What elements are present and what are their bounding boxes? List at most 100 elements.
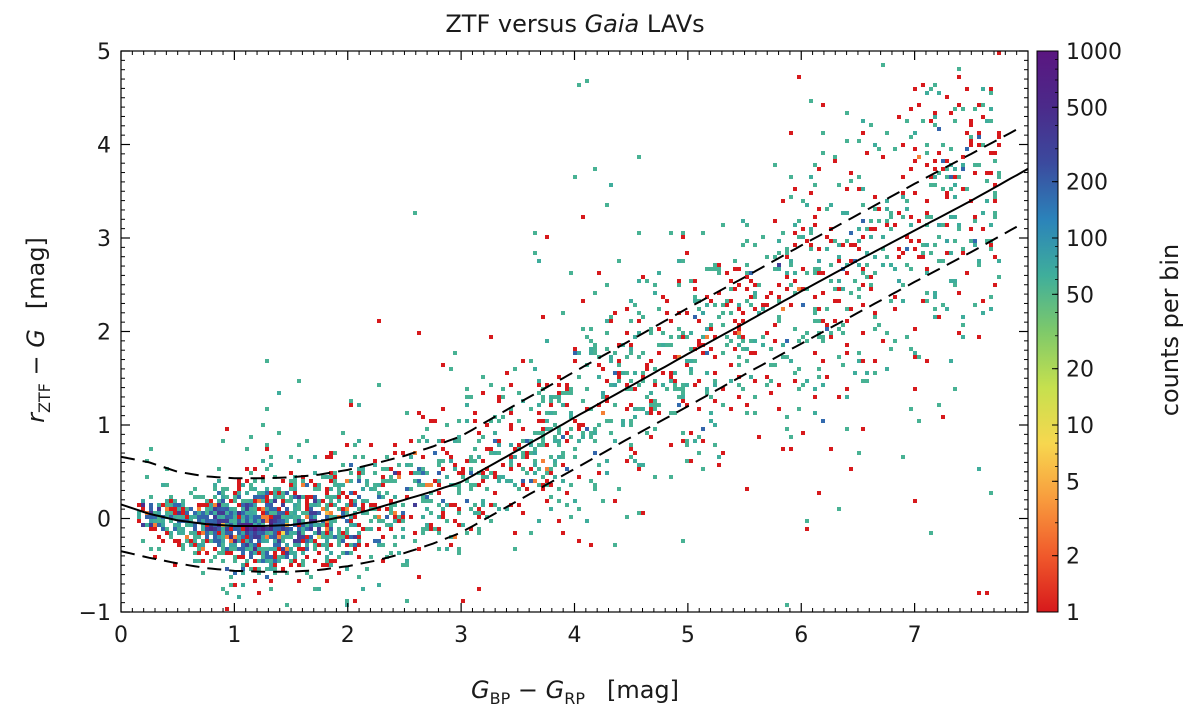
heatmap-cell (633, 371, 637, 375)
title-suffix: LAVs (639, 10, 704, 38)
heatmap-cell (945, 223, 949, 227)
heatmap-cell (997, 175, 1001, 179)
heatmap-cell (221, 499, 225, 503)
heatmap-cell (181, 515, 185, 519)
heatmap-cell (825, 207, 829, 211)
heatmap-cell (169, 507, 173, 511)
heatmap-cell (745, 299, 749, 303)
heatmap-cell (293, 507, 297, 511)
heatmap-cell (457, 419, 461, 423)
heatmap-cell (269, 555, 273, 559)
heatmap-cell (269, 535, 273, 539)
heatmap-cell (557, 499, 561, 503)
heatmap-cell (205, 507, 209, 511)
heatmap-cell (325, 555, 329, 559)
heatmap-cell (181, 547, 185, 551)
heatmap-cell (869, 123, 873, 127)
heatmap-cell (905, 199, 909, 203)
heatmap-cell (933, 167, 937, 171)
heatmap-cell (197, 535, 201, 539)
heatmap-cell (581, 399, 585, 403)
heatmap-cell (745, 487, 749, 491)
heatmap-cell (545, 383, 549, 387)
heatmap-cell (777, 319, 781, 323)
heatmap-cell (997, 171, 1001, 175)
heatmap-cell (345, 527, 349, 531)
heatmap-cell (577, 475, 581, 479)
heatmap-cell (573, 499, 577, 503)
heatmap-cell (477, 431, 481, 435)
heatmap-cell (525, 471, 529, 475)
heatmap-cell (465, 419, 469, 423)
heatmap-cell (757, 311, 761, 315)
heatmap-cell (985, 199, 989, 203)
heatmap-cell (973, 219, 977, 223)
heatmap-cell (321, 543, 325, 547)
heatmap-cell (181, 543, 185, 547)
heatmap-cell (969, 123, 973, 127)
heatmap-cell (329, 475, 333, 479)
heatmap-cell (797, 287, 801, 291)
heatmap-cell (353, 547, 357, 551)
heatmap-cell (489, 471, 493, 475)
heatmap-cell (721, 451, 725, 455)
heatmap-cell (961, 107, 965, 111)
heatmap-cell (349, 519, 353, 523)
heatmap-cell (425, 483, 429, 487)
heatmap-cell (885, 255, 889, 259)
heatmap-cell (289, 487, 293, 491)
heatmap-cell (709, 347, 713, 351)
heatmap-cell (565, 391, 569, 395)
y-title-sub1: ZTF (35, 383, 54, 413)
heatmap-cell (973, 163, 977, 167)
heatmap-cell (597, 375, 601, 379)
heatmap-cell (193, 515, 197, 519)
heatmap-cell (237, 495, 241, 499)
heatmap-cell (209, 539, 213, 543)
heatmap-cell (813, 351, 817, 355)
heatmap-cell (697, 435, 701, 439)
heatmap-cell (261, 559, 265, 563)
heatmap-cell (437, 463, 441, 467)
heatmap-cell (633, 415, 637, 419)
heatmap-cell (857, 239, 861, 243)
heatmap-cell (533, 451, 537, 455)
heatmap-cell (337, 527, 341, 531)
heatmap-cell (333, 515, 337, 519)
heatmap-cell (249, 547, 253, 551)
heatmap-cell (737, 303, 741, 307)
heatmap-cell (753, 351, 757, 355)
heatmap-cell (377, 583, 381, 587)
heatmap-cell (365, 543, 369, 547)
heatmap-cell (481, 391, 485, 395)
heatmap-cell (617, 487, 621, 491)
heatmap-cell (673, 387, 677, 391)
heatmap-cell (425, 471, 429, 475)
heatmap-cell (337, 535, 341, 539)
heatmap-cell (589, 347, 593, 351)
heatmap-cell (141, 503, 145, 507)
heatmap-cell (649, 403, 653, 407)
heatmap-cell (669, 371, 673, 375)
heatmap-cell (837, 507, 841, 511)
heatmap-cell (345, 511, 349, 515)
heatmap-cell (145, 515, 149, 519)
heatmap-cell (813, 395, 817, 399)
heatmap-cell (221, 511, 225, 515)
heatmap-cell (705, 303, 709, 307)
heatmap-cell (793, 243, 797, 247)
heatmap-cell (921, 251, 925, 255)
heatmap-cell (321, 523, 325, 527)
heatmap-cell (393, 515, 397, 519)
heatmap-cell (577, 423, 581, 427)
heatmap-cell (217, 467, 221, 471)
heatmap-cell (877, 219, 881, 223)
heatmap-cell (905, 247, 909, 251)
heatmap-cell (681, 387, 685, 391)
heatmap-cell (569, 483, 573, 487)
heatmap-cell (177, 531, 181, 535)
heatmap-cell (953, 119, 957, 123)
heatmap-cell (309, 539, 313, 543)
heatmap-cell (737, 335, 741, 339)
colorbar-tick-label: 2 (1066, 545, 1080, 570)
